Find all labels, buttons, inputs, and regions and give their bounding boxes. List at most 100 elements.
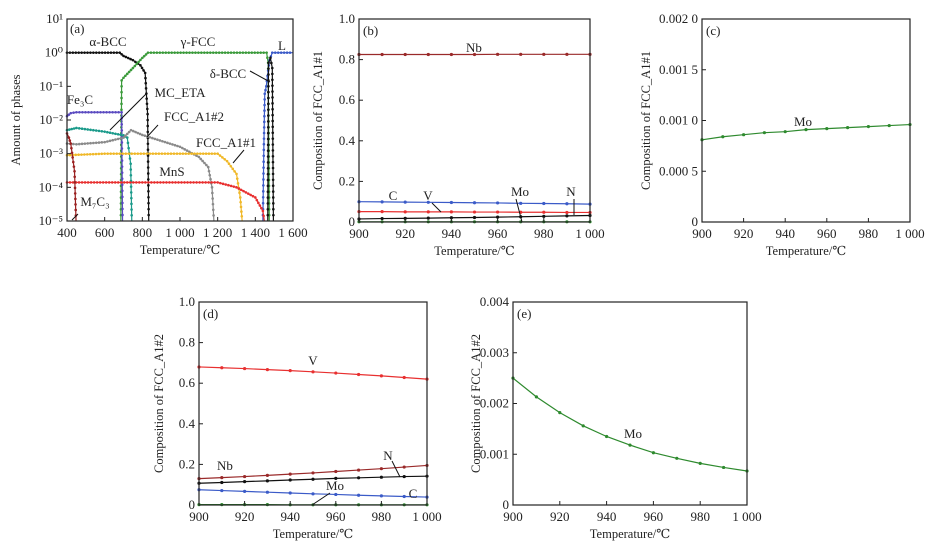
series-d-3 xyxy=(197,488,429,499)
data-point xyxy=(96,110,99,114)
plot-frame xyxy=(358,18,591,223)
data-point xyxy=(262,51,265,54)
panel-c: Mo 900 920 940 960 980 1 000 0 0.000 5 0.001 0 0.0… xyxy=(639,11,925,258)
data-point xyxy=(129,191,133,194)
data-point xyxy=(124,152,128,155)
data-point xyxy=(147,213,150,217)
plot-frame xyxy=(512,301,748,506)
data-point xyxy=(206,165,210,169)
data-point xyxy=(120,189,124,193)
data-point xyxy=(205,163,208,167)
data-point xyxy=(214,51,218,54)
data-point xyxy=(206,51,209,54)
data-point xyxy=(146,107,149,111)
data-point xyxy=(100,152,104,156)
data-point xyxy=(146,130,150,134)
data-point xyxy=(103,152,106,155)
data-point xyxy=(159,181,162,184)
data-point xyxy=(105,110,108,114)
data-point xyxy=(114,138,117,141)
series-line xyxy=(512,377,748,472)
data-point xyxy=(92,51,95,54)
y-tick-label: 0.000 5 xyxy=(659,163,698,178)
data-point xyxy=(203,51,206,54)
data-point xyxy=(270,61,273,65)
data-point xyxy=(139,64,142,67)
data-point xyxy=(201,159,204,163)
data-point xyxy=(266,178,270,182)
data-point xyxy=(211,51,215,54)
y-axis-label: Composition of FCC_A1#2 xyxy=(469,334,483,473)
data-point xyxy=(68,181,72,184)
data-point xyxy=(220,51,224,54)
data-point xyxy=(226,51,230,54)
panel-b: Nb C V Mo N 900 920 940 960 980 1 000 0 0.2 0.4 0.6 0.8… xyxy=(311,11,605,258)
data-point xyxy=(124,55,128,59)
data-point xyxy=(380,216,384,221)
data-point xyxy=(265,51,268,54)
data-point xyxy=(106,140,109,143)
data-point xyxy=(271,154,275,158)
data-point xyxy=(120,183,124,187)
data-point xyxy=(804,128,808,132)
data-point xyxy=(266,155,270,158)
series-label: δ-BCC xyxy=(210,66,246,81)
data-point xyxy=(77,142,81,146)
data-point xyxy=(246,192,250,195)
series-a-6 xyxy=(65,128,215,222)
data-point xyxy=(131,181,135,184)
data-point xyxy=(176,51,179,54)
series-label: Mo xyxy=(794,114,812,129)
data-point xyxy=(67,136,71,139)
data-point xyxy=(120,159,124,162)
data-point xyxy=(426,200,430,204)
data-point xyxy=(311,471,315,475)
data-point xyxy=(114,132,117,136)
data-point xyxy=(73,186,77,190)
data-point xyxy=(181,152,185,155)
data-point xyxy=(244,191,248,194)
y-tick-label: 0.001 5 xyxy=(659,62,698,77)
data-point xyxy=(124,74,127,78)
data-point xyxy=(243,474,247,479)
data-point xyxy=(68,153,72,157)
data-point xyxy=(129,57,132,61)
data-point xyxy=(199,157,203,161)
x-tick-label: 400 xyxy=(57,225,77,240)
data-point xyxy=(74,208,78,212)
data-point xyxy=(219,181,222,185)
leader-line xyxy=(109,92,148,131)
data-point xyxy=(135,181,138,184)
data-point xyxy=(97,141,101,144)
data-point xyxy=(89,128,92,132)
data-point xyxy=(253,51,257,54)
y-tick-label: 10⁻² xyxy=(39,112,63,127)
y-tick-label: 1.0 xyxy=(339,11,355,26)
data-point xyxy=(140,66,144,70)
data-point xyxy=(229,184,233,188)
panel-label: (e) xyxy=(517,306,531,321)
data-point xyxy=(220,480,224,485)
x-tick-label: 1 400 xyxy=(241,225,270,240)
data-point xyxy=(426,210,430,214)
data-point xyxy=(100,141,104,144)
data-point xyxy=(152,51,156,54)
data-point xyxy=(77,127,81,130)
data-point xyxy=(273,51,277,54)
data-point xyxy=(168,142,172,145)
data-point xyxy=(267,90,270,94)
data-point xyxy=(94,51,98,54)
data-point xyxy=(92,128,95,132)
data-point xyxy=(139,58,142,62)
data-point xyxy=(223,51,227,54)
data-point xyxy=(88,152,92,156)
data-point xyxy=(120,165,124,168)
data-point xyxy=(146,154,150,157)
data-point xyxy=(144,181,147,184)
y-tick-label: 10⁻⁴ xyxy=(39,179,64,194)
data-point xyxy=(121,152,125,155)
data-point xyxy=(158,139,162,142)
data-point xyxy=(271,78,274,82)
data-point xyxy=(266,190,270,194)
data-point xyxy=(243,480,247,484)
